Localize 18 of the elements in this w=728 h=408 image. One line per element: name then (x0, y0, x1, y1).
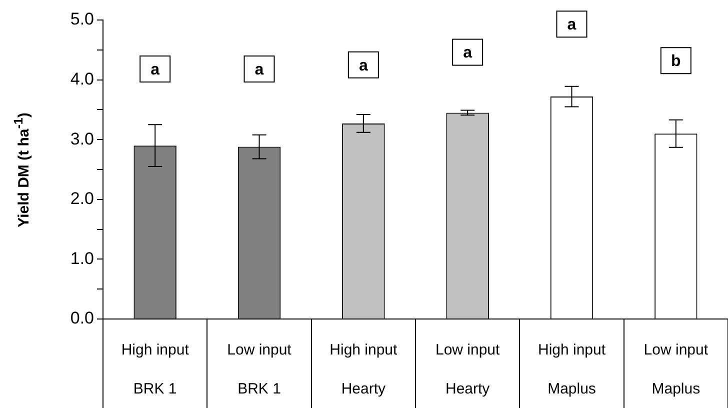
category-label: Low input Hearty (435, 342, 500, 398)
annotation: a (567, 16, 576, 34)
annotation: a (254, 61, 264, 78)
y-tick-label: 5.0 (70, 10, 94, 29)
annotation: a (358, 57, 368, 74)
y-tick-label: 1.0 (70, 248, 94, 268)
y-tick-label: 4.0 (70, 69, 94, 88)
y-tick-label: 0.0 (70, 308, 94, 328)
category-label: High input BRK 1 (121, 342, 189, 398)
annotation: a (150, 61, 160, 78)
annotation: b (671, 53, 682, 70)
annotation: a (463, 44, 472, 62)
category-label: Low input Maplus (644, 342, 708, 398)
category-label: Low input BRK 1 (227, 342, 292, 398)
y-tick-label: 3.0 (70, 129, 94, 148)
y-tick-label: 2.0 (70, 189, 94, 208)
category-label: High input Hearty (330, 342, 398, 398)
category-label: High input Maplus (538, 342, 606, 398)
